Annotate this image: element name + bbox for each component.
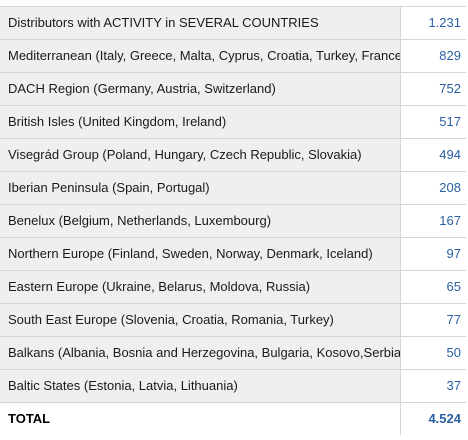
row-value: 37 xyxy=(401,370,466,402)
row-label: Mediterranean (Italy, Greece, Malta, Cyp… xyxy=(0,40,401,72)
row-label: Iberian Peninsula (Spain, Portugal) xyxy=(0,172,401,204)
row-value: 517 xyxy=(401,106,466,138)
row-value: 97 xyxy=(401,238,466,270)
table-row: Balkans (Albania, Bosnia and Herzegovina… xyxy=(0,337,466,370)
row-label: Balkans (Albania, Bosnia and Herzegovina… xyxy=(0,337,401,369)
row-value: 494 xyxy=(401,139,466,171)
row-label: Distributors with ACTIVITY in SEVERAL CO… xyxy=(0,7,401,39)
table-row: Eastern Europe (Ukraine, Belarus, Moldov… xyxy=(0,271,466,304)
table-row: British Isles (United Kingdom, Ireland) … xyxy=(0,106,466,139)
table-row: Visegrád Group (Poland, Hungary, Czech R… xyxy=(0,139,466,172)
row-label: Visegrád Group (Poland, Hungary, Czech R… xyxy=(0,139,401,171)
table-row: Iberian Peninsula (Spain, Portugal) 208 xyxy=(0,172,466,205)
row-value: 167 xyxy=(401,205,466,237)
total-row: TOTAL 4.524 xyxy=(0,403,466,435)
row-value: 752 xyxy=(401,73,466,105)
row-label: British Isles (United Kingdom, Ireland) xyxy=(0,106,401,138)
total-label: TOTAL xyxy=(0,403,401,435)
table-row: Mediterranean (Italy, Greece, Malta, Cyp… xyxy=(0,40,466,73)
table-row: Northern Europe (Finland, Sweden, Norway… xyxy=(0,238,466,271)
row-label: Eastern Europe (Ukraine, Belarus, Moldov… xyxy=(0,271,401,303)
row-label: DACH Region (Germany, Austria, Switzerla… xyxy=(0,73,401,105)
table-row: DACH Region (Germany, Austria, Switzerla… xyxy=(0,73,466,106)
row-value: 1.231 xyxy=(401,7,466,39)
total-value: 4.524 xyxy=(401,403,466,435)
row-label: Northern Europe (Finland, Sweden, Norway… xyxy=(0,238,401,270)
table-row: Baltic States (Estonia, Latvia, Lithuani… xyxy=(0,370,466,403)
row-value: 208 xyxy=(401,172,466,204)
table-row: South East Europe (Slovenia, Croatia, Ro… xyxy=(0,304,466,337)
table-row: Distributors with ACTIVITY in SEVERAL CO… xyxy=(0,7,466,40)
row-label: Benelux (Belgium, Netherlands, Luxembour… xyxy=(0,205,401,237)
row-label: Baltic States (Estonia, Latvia, Lithuani… xyxy=(0,370,401,402)
row-value: 77 xyxy=(401,304,466,336)
row-label: South East Europe (Slovenia, Croatia, Ro… xyxy=(0,304,401,336)
table-row: Benelux (Belgium, Netherlands, Luxembour… xyxy=(0,205,466,238)
row-value: 829 xyxy=(401,40,466,72)
row-value: 65 xyxy=(401,271,466,303)
distributors-table: Distributors with ACTIVITY in SEVERAL CO… xyxy=(0,6,466,435)
row-value: 50 xyxy=(401,337,466,369)
